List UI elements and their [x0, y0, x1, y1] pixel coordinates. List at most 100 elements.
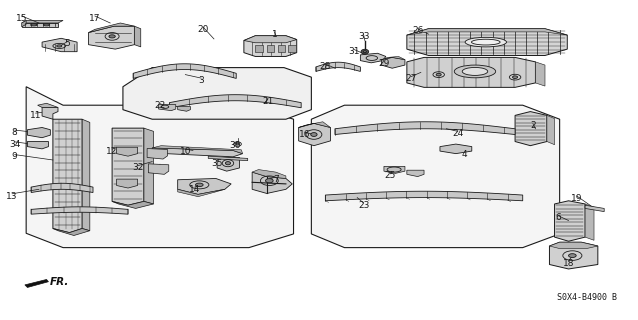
Polygon shape — [25, 279, 48, 287]
Text: 16: 16 — [299, 130, 311, 139]
Polygon shape — [31, 207, 128, 214]
Polygon shape — [135, 26, 141, 47]
Ellipse shape — [109, 35, 115, 38]
Polygon shape — [149, 164, 169, 174]
Polygon shape — [585, 205, 604, 212]
Text: 14: 14 — [189, 185, 200, 194]
Polygon shape — [89, 23, 135, 33]
Polygon shape — [22, 20, 26, 27]
Text: 31: 31 — [348, 47, 360, 56]
Text: 3: 3 — [198, 76, 204, 85]
Ellipse shape — [31, 24, 37, 26]
Polygon shape — [152, 146, 242, 154]
Polygon shape — [123, 68, 311, 119]
Polygon shape — [407, 29, 567, 55]
Polygon shape — [26, 87, 293, 248]
Polygon shape — [360, 53, 386, 63]
Text: 35: 35 — [211, 159, 223, 168]
Polygon shape — [53, 119, 82, 233]
Text: FR.: FR. — [50, 277, 69, 287]
Polygon shape — [22, 23, 58, 27]
Text: 33: 33 — [358, 32, 369, 41]
Polygon shape — [117, 147, 138, 156]
Polygon shape — [244, 36, 297, 56]
Polygon shape — [42, 108, 58, 119]
Polygon shape — [407, 57, 535, 87]
Polygon shape — [112, 128, 144, 205]
Polygon shape — [22, 20, 63, 23]
Polygon shape — [549, 242, 598, 269]
Polygon shape — [278, 45, 285, 52]
Ellipse shape — [361, 49, 369, 54]
Polygon shape — [440, 144, 471, 154]
Text: 7: 7 — [273, 175, 279, 184]
Ellipse shape — [225, 162, 230, 165]
Text: 10: 10 — [179, 147, 191, 156]
Ellipse shape — [454, 65, 496, 78]
Polygon shape — [335, 122, 515, 134]
Ellipse shape — [436, 73, 441, 76]
Polygon shape — [27, 141, 48, 149]
Text: 29: 29 — [378, 59, 390, 68]
Text: 11: 11 — [30, 111, 41, 120]
Text: 26: 26 — [412, 27, 424, 36]
Text: 13: 13 — [6, 191, 18, 201]
Ellipse shape — [311, 132, 317, 136]
Polygon shape — [255, 45, 263, 52]
Text: 9: 9 — [12, 152, 18, 161]
Polygon shape — [554, 201, 585, 241]
Text: 20: 20 — [197, 25, 209, 34]
Text: 21: 21 — [262, 97, 274, 106]
Polygon shape — [177, 107, 190, 111]
Polygon shape — [299, 122, 330, 127]
Text: 12: 12 — [107, 147, 118, 156]
Polygon shape — [144, 128, 154, 204]
Polygon shape — [535, 62, 545, 86]
Polygon shape — [89, 26, 135, 49]
Text: 23: 23 — [358, 201, 369, 210]
Polygon shape — [82, 119, 90, 231]
Polygon shape — [325, 191, 523, 201]
Polygon shape — [382, 57, 405, 68]
Text: 18: 18 — [563, 259, 574, 268]
Polygon shape — [112, 201, 154, 208]
Text: 17: 17 — [89, 14, 101, 23]
Polygon shape — [549, 242, 598, 249]
Ellipse shape — [471, 39, 500, 45]
Polygon shape — [384, 166, 405, 173]
Polygon shape — [311, 105, 560, 248]
Ellipse shape — [363, 51, 366, 52]
Ellipse shape — [57, 45, 62, 47]
Text: 8: 8 — [12, 128, 18, 137]
Text: 25: 25 — [385, 172, 396, 180]
Polygon shape — [177, 189, 225, 197]
Polygon shape — [252, 170, 286, 179]
Polygon shape — [27, 127, 50, 138]
Text: 32: 32 — [132, 164, 144, 172]
Polygon shape — [170, 95, 301, 108]
Text: 2: 2 — [530, 121, 536, 131]
Polygon shape — [244, 36, 297, 43]
Text: 19: 19 — [571, 194, 582, 203]
Polygon shape — [547, 116, 554, 145]
Polygon shape — [252, 172, 292, 194]
Polygon shape — [31, 183, 93, 193]
Text: 34: 34 — [9, 140, 20, 148]
Text: 28: 28 — [320, 61, 331, 70]
Ellipse shape — [195, 183, 203, 187]
Polygon shape — [208, 156, 248, 161]
Ellipse shape — [265, 179, 273, 183]
Text: 5: 5 — [64, 39, 70, 48]
Text: 27: 27 — [406, 74, 417, 83]
Polygon shape — [42, 38, 77, 52]
Text: 22: 22 — [154, 101, 165, 110]
Text: 24: 24 — [452, 129, 463, 138]
Polygon shape — [159, 105, 175, 111]
Polygon shape — [133, 64, 236, 78]
Polygon shape — [53, 228, 90, 236]
Text: 4: 4 — [461, 150, 467, 159]
Polygon shape — [38, 103, 58, 108]
Polygon shape — [177, 179, 231, 195]
Text: S0X4-B4900 B: S0X4-B4900 B — [557, 293, 617, 302]
Polygon shape — [316, 62, 360, 71]
